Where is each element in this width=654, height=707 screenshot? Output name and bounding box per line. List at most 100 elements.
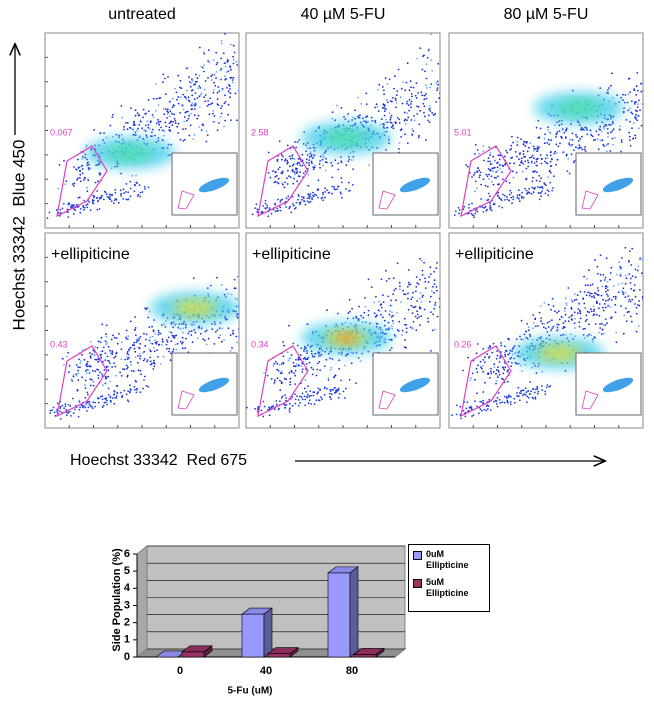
event-dot [324,387,326,389]
event-dot [385,270,387,272]
event-dot [224,75,226,77]
event-dot [433,271,435,273]
event-dot [79,366,81,368]
event-dot [418,283,420,285]
event-dot [368,310,370,312]
event-dot [550,155,552,157]
event-dot [135,334,137,336]
event-dot [152,343,154,345]
event-dot [634,303,636,305]
event-dot [209,113,211,115]
event-dot [478,153,480,155]
event-dot [335,374,337,376]
event-dot [518,189,520,191]
event-dot [162,341,164,343]
event-dot [220,79,222,81]
event-dot [628,311,630,313]
event-dot [595,323,597,325]
bar [268,654,290,657]
event-dot [529,142,531,144]
event-dot [73,166,75,168]
event-dot [274,176,276,178]
event-dot [416,82,418,84]
event-dot [313,168,315,170]
event-dot [298,399,300,401]
event-dot [527,166,529,168]
event-dot [106,404,108,406]
event-dot [629,136,631,138]
event-dot [395,98,397,100]
event-dot [310,193,312,195]
event-dot [406,328,408,330]
event-dot [294,158,296,160]
event-dot [100,396,102,398]
event-dot [424,278,426,280]
event-dot [331,389,333,391]
event-dot [98,402,100,404]
event-dot [463,206,465,208]
event-dot [646,314,648,316]
event-dot [605,288,607,290]
event-dot [148,110,150,112]
event-dot [301,196,303,198]
event-dot [233,77,235,79]
event-dot [422,103,424,105]
event-dot [385,119,387,121]
event-dot [88,164,90,166]
event-dot [286,197,288,199]
event-dot [321,197,323,199]
event-dot [583,276,585,278]
event-dot [486,410,488,412]
event-dot [619,268,621,270]
event-dot [516,392,518,394]
event-dot [190,124,192,126]
event-dot [605,291,607,293]
event-dot [574,299,576,301]
event-dot [277,168,279,170]
event-dot [506,196,508,198]
event-dot [521,157,523,159]
event-dot [605,318,607,320]
event-dot [572,301,574,303]
event-dot [318,179,320,181]
event-dot [142,388,144,390]
event-dot [352,168,354,170]
event-dot [474,190,476,192]
event-dot [236,315,238,317]
event-dot [92,401,94,403]
event-dot [558,310,560,312]
event-dot [140,336,142,338]
event-dot [324,394,326,396]
event-dot [177,96,179,98]
event-dot [277,199,279,201]
flow-panel: 2.58 [246,33,464,228]
event-dot [127,351,129,353]
event-dot [51,409,53,411]
event-dot [410,305,412,307]
event-dot [317,363,319,365]
event-dot [600,280,602,282]
bar [242,614,264,657]
legend-swatch [413,551,422,560]
event-dot [110,125,112,127]
event-dot [547,176,549,178]
event-dot [195,332,197,334]
event-dot [301,371,303,373]
event-dot [139,355,141,357]
event-dot [597,290,599,292]
event-dot [126,393,128,395]
event-dot [407,286,409,288]
event-dot [76,375,78,377]
event-dot [233,45,235,47]
event-dot [487,408,489,410]
event-dot [86,402,88,404]
event-dot [505,150,507,152]
event-dot [411,119,413,121]
event-dot [391,115,393,117]
event-dot [192,80,194,82]
event-dot [49,412,51,414]
event-dot [157,356,159,358]
event-dot [66,356,68,358]
event-dot [628,301,630,303]
